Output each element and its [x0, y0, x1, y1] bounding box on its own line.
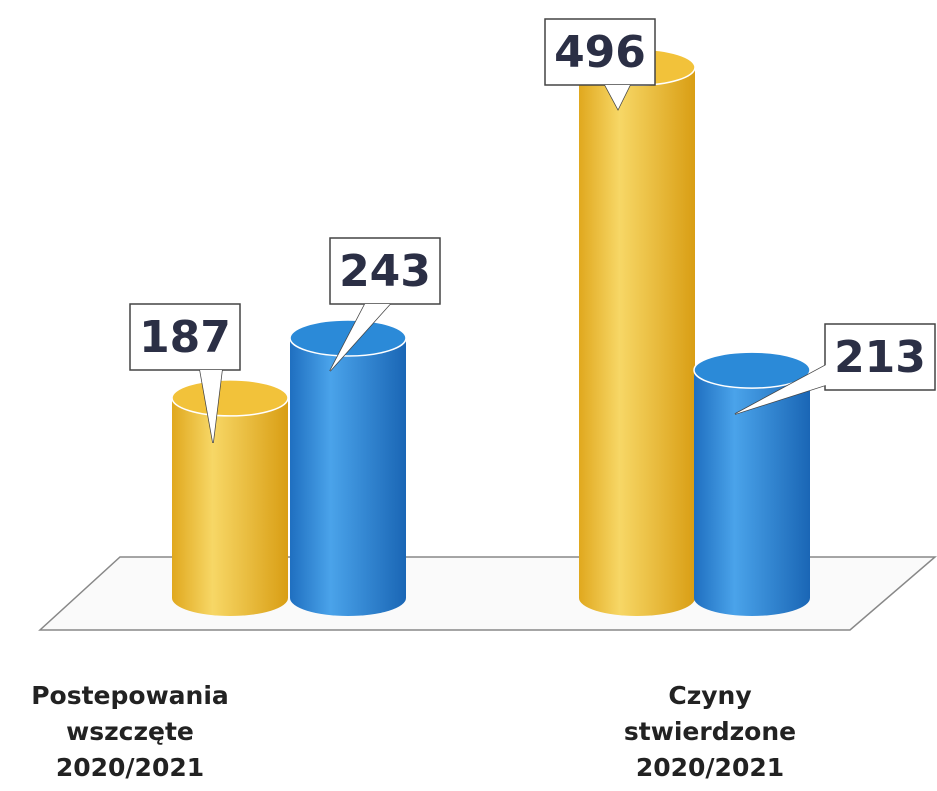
- value-label: 496: [554, 27, 646, 78]
- bar-bottom: [172, 580, 288, 616]
- bar-bottom: [579, 580, 695, 616]
- bar-body: [172, 397, 288, 598]
- value-label: 213: [834, 332, 926, 383]
- bar: [578, 48, 696, 616]
- bar-top: [693, 351, 811, 389]
- callout-join: [330, 304, 390, 371]
- callout-join: [735, 365, 826, 415]
- value-label: 187: [139, 312, 231, 363]
- callout-join: [200, 370, 222, 443]
- category-label: Czyny stwierdzone 2020/2021: [623, 681, 797, 782]
- bar: [693, 351, 811, 616]
- category-label: Postepowania wszczęte 2020/2021: [31, 681, 229, 782]
- callout-box: [824, 323, 936, 391]
- bar: [171, 379, 289, 616]
- bar-top: [171, 379, 289, 417]
- bar-body: [579, 67, 695, 598]
- bar-bottom: [694, 580, 810, 616]
- callout-box: [329, 237, 441, 305]
- bar-body: [290, 337, 406, 598]
- callout-join: [605, 85, 630, 110]
- bar: [289, 319, 407, 616]
- callout-box: [129, 303, 241, 371]
- value-label: 243: [339, 246, 431, 297]
- callout-box: [544, 18, 656, 86]
- bar-bottom: [290, 580, 406, 616]
